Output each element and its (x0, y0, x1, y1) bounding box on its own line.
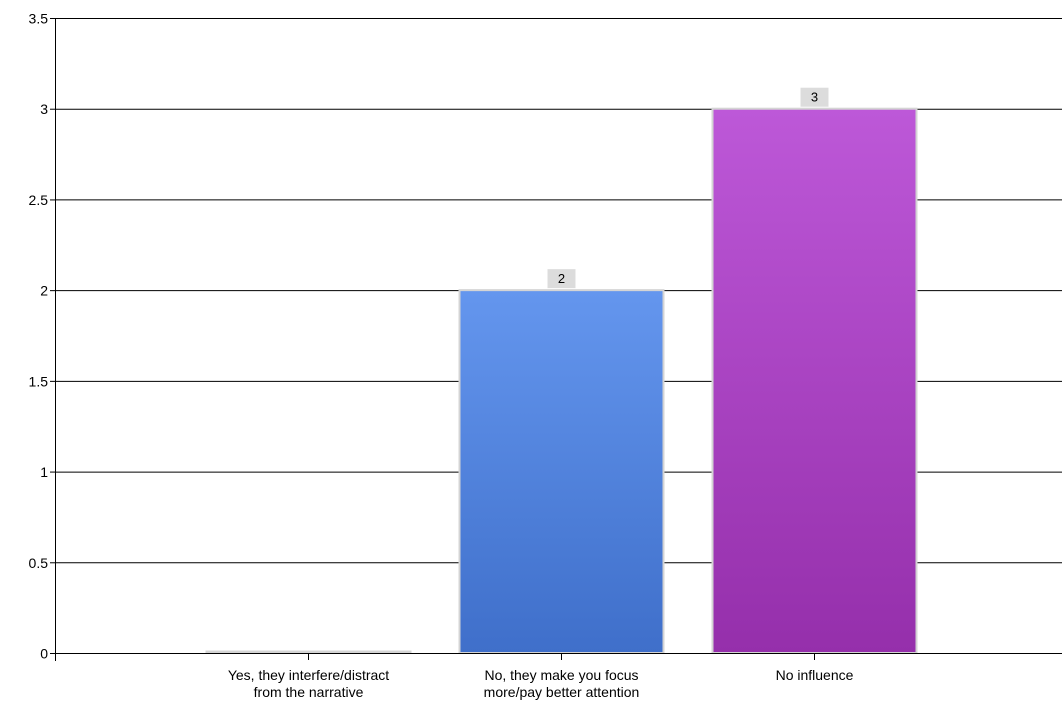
y-tick-label: 2.5 (29, 192, 49, 208)
y-tick-label: 3 (40, 101, 48, 117)
data-label: 2 (558, 271, 565, 286)
x-category-label: Yes, they interfere/distract from the nar… (228, 667, 389, 700)
bar (711, 107, 918, 654)
y-tick-label: 1 (40, 464, 48, 480)
x-category-label: No influence (776, 667, 854, 683)
y-tick-label: 0.5 (29, 555, 49, 571)
data-label: 3 (811, 90, 818, 105)
data-label-bg (800, 87, 829, 107)
bar (205, 650, 412, 654)
x-axis: Yes, they interfere/distract from the nar… (55, 653, 1062, 700)
y-axis: 0 0.5 1 1.5 2 2.5 3 3.5 (29, 11, 56, 662)
data-label-bg (547, 269, 576, 289)
y-tick-label: 0 (40, 646, 48, 662)
y-tick-label: 2 (40, 283, 48, 299)
x-category-label: No, they make you focus more/pay better a… (484, 667, 640, 700)
y-tick-label: 3.5 (29, 11, 49, 27)
y-tick-label: 1.5 (29, 373, 49, 389)
bars (205, 107, 918, 654)
bar (458, 289, 665, 654)
data-labels: 23 (547, 87, 829, 289)
